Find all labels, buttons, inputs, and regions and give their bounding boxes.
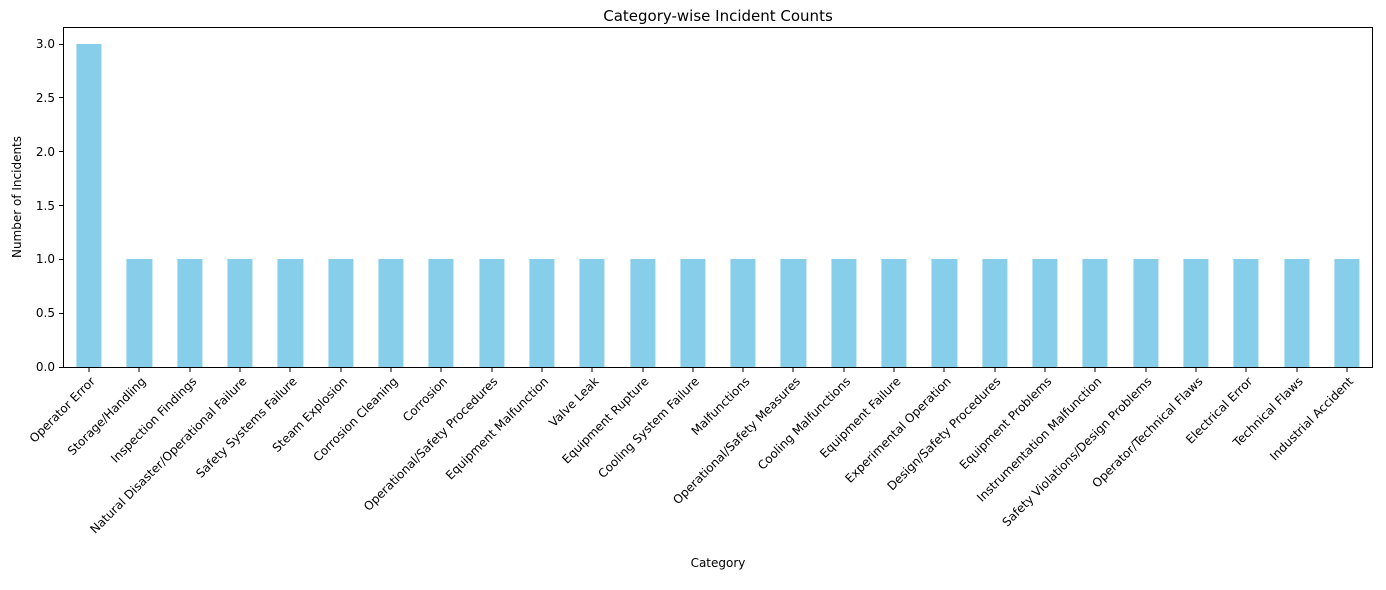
x-tick-mark [340,368,342,372]
bar [579,259,605,367]
y-tick-label: 2.0 [35,144,55,159]
bar [1283,259,1310,367]
y-tick-mark [59,366,63,368]
y-tick-label: 1.0 [35,252,55,267]
bar [277,259,303,367]
bar [428,259,454,367]
bar [881,259,907,367]
x-tick-label: Safety Systems Failure [193,374,300,481]
x-tick-mark [440,368,442,372]
x-tick-mark [792,368,794,372]
x-tick-label: Equipment Rupture [559,374,652,467]
x-tick-label: Equipment Problems [956,374,1055,473]
y-tick-mark [59,205,63,207]
x-tick-mark [591,368,593,372]
bar [1334,259,1360,367]
bar [629,259,656,367]
x-tick-mark [491,368,493,372]
y-tick-label: 2.5 [35,90,55,105]
x-tick-mark [138,368,140,372]
bar [378,259,404,367]
x-tick-mark [1044,368,1046,372]
bar [529,259,555,367]
y-tick-mark [59,97,63,99]
x-tick-mark [1145,368,1147,372]
bar [680,259,706,367]
bar [831,259,857,367]
bar [1183,259,1209,367]
bar [328,259,354,367]
x-tick-label: Corrosion Cleaning [310,374,401,465]
bar [177,259,203,367]
x-tick-mark [289,368,291,372]
bar [780,259,807,367]
x-tick-mark [692,368,694,372]
bar [931,259,957,367]
bar [1032,259,1058,367]
x-tick-mark [843,368,845,372]
x-tick-label: Cooling Malfunctions [754,374,853,473]
x-tick-mark [390,368,392,372]
y-tick-mark [59,151,63,153]
x-tick-mark [943,368,945,372]
x-tick-label: Corrosion [400,374,451,425]
bar [1133,259,1159,367]
x-tick-mark [189,368,191,372]
x-tick-mark [88,368,90,372]
bar [126,259,153,367]
x-tick-mark [1346,368,1348,372]
y-tick-label: 0.5 [35,306,55,321]
x-tick-mark [1245,368,1247,372]
x-tick-label: Cooling System Failure [595,374,703,481]
plot-area: 0.0 0.5 1.0 1.5 2.0 2.5 3.0 Operator Error Stor… [27,27,1373,536]
chart-title: Category-wise Incident Counts [603,7,833,25]
y-tick-mark [59,43,63,45]
x-tick-mark [642,368,644,372]
bar [730,259,756,367]
x-tick-mark [994,368,996,372]
y-tick-label: 1.5 [35,198,55,213]
y-axis-label: Number of Incidents [10,135,24,259]
x-tick-mark [893,368,895,372]
y-tick-label: 3.0 [35,37,55,52]
x-tick-mark [541,368,543,372]
bar [76,44,102,367]
x-tick-mark [1195,368,1197,372]
bar [479,259,505,367]
x-tick-mark [239,368,241,372]
bar [227,259,253,367]
y-tick-mark [59,258,63,260]
bar [1082,259,1108,367]
x-tick-label: Equipment Malfunction [442,374,552,483]
x-tick-mark [1296,368,1298,372]
x-tick-mark [742,368,744,372]
bar [982,259,1008,367]
x-axis-label: Category [690,556,746,570]
y-tick-label: 0.0 [35,360,55,374]
x-tick-mark [1094,368,1096,372]
bar [1233,259,1259,367]
y-tick-mark [59,312,63,314]
x-tick-label: Inspection Findings [107,374,199,466]
